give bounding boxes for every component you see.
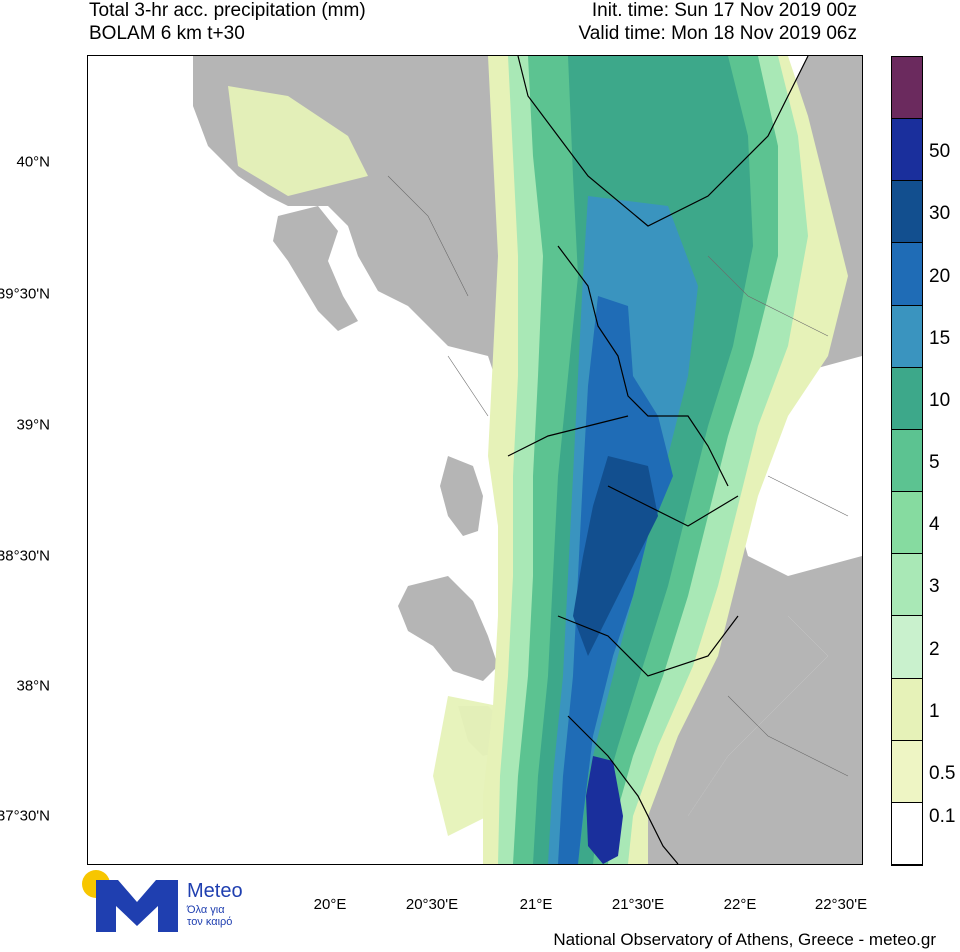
legend-swatch	[892, 554, 922, 617]
precip-50	[586, 756, 623, 864]
precip-0-5	[228, 86, 368, 196]
color-legend	[891, 56, 923, 866]
valid-time: Valid time: Mon 18 Nov 2019 06z	[578, 23, 857, 44]
logo-tagline: τον καιρό	[187, 916, 233, 928]
legend-label: 1	[929, 700, 940, 722]
lat-label: 40°N	[16, 153, 50, 171]
legend-label: 15	[929, 327, 951, 349]
island-lefkada	[440, 456, 483, 536]
lon-label: 21°30'E	[611, 896, 665, 913]
legend-swatch	[892, 740, 922, 803]
lat-label: 38°N	[16, 677, 50, 695]
lat-label: 39°N	[16, 416, 50, 434]
legend-label: 10	[929, 389, 951, 411]
regional-borders	[387, 175, 849, 777]
legend-label: 4	[929, 514, 940, 536]
legend-label: 5	[929, 452, 940, 474]
legend-swatch	[892, 429, 922, 493]
legend-swatch	[892, 181, 922, 244]
island-kefalonia	[398, 576, 498, 681]
legend-swatch	[892, 367, 922, 430]
lon-label: 21°E	[519, 896, 553, 913]
legend-swatch	[892, 802, 922, 865]
map-canvas	[193, 56, 862, 864]
credit-text: National Observatory of Athens, Greece -…	[553, 930, 936, 949]
logo-tagline: Όλα για	[187, 904, 225, 916]
legend-swatch	[892, 616, 922, 679]
lon-label: 22°30'E	[814, 896, 868, 913]
country-borders	[507, 56, 809, 864]
legend-swatch	[892, 305, 922, 368]
legend-label: 2	[929, 638, 940, 660]
model-label: BOLAM 6 km t+30	[89, 23, 245, 44]
precipitation-map	[87, 55, 863, 865]
logo-m-icon	[96, 880, 178, 932]
legend-swatch	[892, 678, 922, 741]
island-corfu	[273, 206, 358, 331]
legend-label: 30	[929, 203, 951, 225]
precipitation-field	[228, 56, 848, 864]
legend-swatch	[892, 243, 922, 306]
lon-label: 20°30'E	[405, 896, 459, 913]
legend-swatch	[892, 119, 922, 182]
precip-30	[573, 456, 658, 656]
legend-label: 0.1	[929, 806, 956, 828]
logo-name: Meteo	[187, 880, 243, 902]
legend-label: 20	[929, 265, 951, 287]
lat-label: 37°30'N	[0, 807, 50, 825]
lat-label: 39°30'N	[0, 285, 50, 303]
legend-label: 3	[929, 576, 940, 598]
lon-label: 22°E	[723, 896, 757, 913]
lon-label: 20°E	[313, 896, 347, 913]
legend-label: 50	[929, 141, 951, 163]
init-time: Init. time: Sun 17 Nov 2019 00z	[591, 0, 857, 21]
legend-swatch	[892, 492, 922, 555]
legend-swatch	[892, 57, 922, 120]
lat-label: 38°30'N	[0, 547, 50, 565]
map-title: Total 3-hr acc. precipitation (mm)	[89, 0, 366, 21]
legend-label: 0.5	[929, 762, 956, 784]
meteo-logo: Meteo Όλα για τον καιρό	[82, 868, 262, 932]
